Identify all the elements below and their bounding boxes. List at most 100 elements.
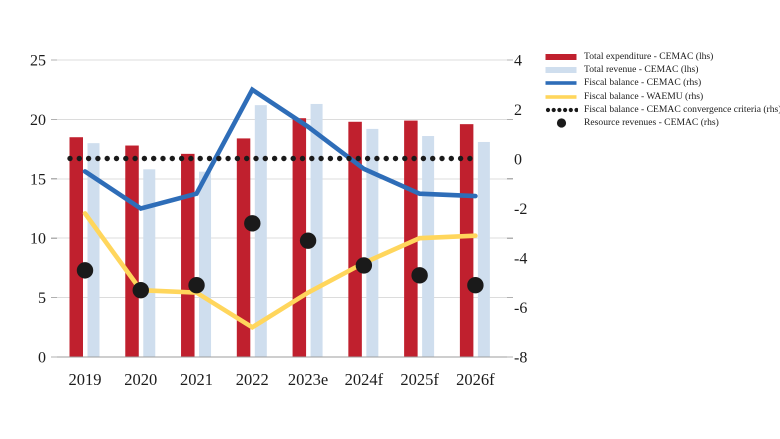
criteria-dot <box>85 155 92 162</box>
criteria-dot <box>76 155 83 162</box>
right-axis-tick-label: -6 <box>514 300 527 317</box>
bar-expenditure-2026f <box>459 124 474 357</box>
legend-swatch-line-icon <box>545 94 577 99</box>
criteria-dot <box>290 155 296 162</box>
legend-swatch-bar-icon <box>545 53 577 60</box>
criteria-dot <box>95 155 101 162</box>
criteria-dot <box>467 155 473 162</box>
point-resource-revenues-2025f <box>411 267 428 284</box>
criteria-dot <box>420 155 427 162</box>
point-resource-revenues-2019 <box>76 262 94 279</box>
right-axis-tick-label: -8 <box>514 350 527 367</box>
point-resource-revenues-2020 <box>132 281 149 299</box>
right-axis-tick-label: 2 <box>514 102 522 119</box>
criteria-dot <box>457 155 464 162</box>
left-axis-tick-label: 10 <box>30 231 46 248</box>
x-axis-label-2022: 2022 <box>236 370 269 389</box>
bar-revenue-2019 <box>87 143 100 357</box>
criteria-dot <box>430 155 436 162</box>
bar-revenue-2025f <box>422 136 435 357</box>
criteria-dot <box>169 155 175 162</box>
criteria-dot <box>141 155 148 162</box>
criteria-dot <box>234 155 241 162</box>
legend-label: Total revenue - CEMAC (lhs) <box>584 63 699 75</box>
criteria-dot <box>281 155 287 162</box>
criteria-dot <box>374 155 380 162</box>
line-fiscal-balance-cemac <box>82 86 478 211</box>
criteria-dot <box>327 155 334 162</box>
criteria-dot <box>67 155 73 162</box>
legend-swatch-line-icon <box>545 81 577 86</box>
bar-expenditure-2020 <box>125 145 139 357</box>
left-axis-tick-label: 0 <box>38 350 46 367</box>
criteria-dot <box>448 155 454 162</box>
bar-expenditure-2021 <box>181 153 195 357</box>
criteria-dot <box>188 155 194 162</box>
criteria-dot <box>123 155 129 162</box>
legend-label: Fiscal balance - WAEMU (rhs) <box>584 90 704 102</box>
criteria-dot <box>271 155 278 162</box>
legend-item: Total expenditure - CEMAC (lhs) <box>545 50 780 63</box>
criteria-dot <box>355 155 361 162</box>
legend-item: Resource revenues - CEMAC (rhs) <box>545 116 780 129</box>
criteria-dot <box>364 155 371 162</box>
criteria-dot <box>216 155 222 162</box>
criteria-dot <box>262 155 268 162</box>
criteria-dot <box>104 155 110 162</box>
legend-label: Total expenditure - CEMAC (lhs) <box>584 50 714 62</box>
criteria-dot <box>206 155 213 162</box>
criteria-dot <box>383 155 389 162</box>
legend-swatch-bar-icon <box>545 66 577 73</box>
left-axis-tick-label: 20 <box>30 112 46 129</box>
point-resource-revenues-2021 <box>188 277 205 294</box>
point-resource-revenues-2024f <box>355 257 373 274</box>
criteria-dot <box>178 155 185 162</box>
bar-expenditure-2025f <box>404 120 418 357</box>
legend-item: Fiscal balance - CEMAC (rhs) <box>545 77 780 90</box>
right-axis-tick-label: -4 <box>514 251 527 268</box>
legend-item: Fiscal balance - CEMAC convergence crite… <box>545 103 780 116</box>
x-axis-label-2021: 2021 <box>180 370 213 389</box>
line-convergence-criteria <box>67 155 473 162</box>
criteria-dot <box>244 155 250 162</box>
criteria-dot <box>346 155 352 162</box>
criteria-dot <box>225 155 231 162</box>
legend-swatch-dotted-line-icon <box>545 107 578 112</box>
criteria-dot <box>439 155 445 162</box>
legend-item: Fiscal balance - WAEMU (rhs) <box>545 90 780 103</box>
criteria-dot <box>318 155 324 162</box>
bar-revenue-2022 <box>254 105 267 357</box>
bar-revenue-2024f <box>366 128 379 357</box>
right-axis-tick-label: 0 <box>514 152 522 169</box>
legend-label: Fiscal balance - CEMAC (rhs) <box>584 77 702 89</box>
right-axis-tick-label: 4 <box>514 53 522 70</box>
left-axis-tick-label: 15 <box>30 171 46 188</box>
legend-label: Resource revenues - CEMAC (rhs) <box>584 117 719 129</box>
x-axis-label-2024f: 2024f <box>345 370 384 389</box>
point-resource-revenues-2023e <box>299 232 317 249</box>
x-axis-label-2023e: 2023e <box>288 370 328 389</box>
x-axis-label-2020: 2020 <box>124 370 157 389</box>
chart-legend: Total expenditure - CEMAC (lhs) Total rev… <box>545 50 780 130</box>
criteria-dot <box>411 155 417 162</box>
bar-expenditure-2019 <box>69 137 83 357</box>
criteria-dot <box>253 155 259 162</box>
bar-revenue-2026f <box>477 141 490 357</box>
x-axis-label-2019: 2019 <box>69 370 102 389</box>
point-resource-revenues-2022 <box>244 215 261 232</box>
criteria-dot <box>337 155 343 162</box>
bar-revenue-2020 <box>143 169 156 357</box>
x-axis-label-2025f: 2025f <box>400 370 439 389</box>
legend-item: Total revenue - CEMAC (lhs) <box>545 63 780 76</box>
criteria-dot <box>299 155 306 162</box>
criteria-dot <box>392 155 399 162</box>
criteria-dot <box>160 155 166 162</box>
left-axis-tick-label: 5 <box>38 290 46 307</box>
criteria-dot <box>113 155 120 162</box>
x-axis-label-2026f: 2026f <box>456 370 495 389</box>
criteria-dot <box>132 155 138 162</box>
legend-label: Fiscal balance - CEMAC convergence crite… <box>584 103 780 115</box>
criteria-dot <box>402 155 408 162</box>
